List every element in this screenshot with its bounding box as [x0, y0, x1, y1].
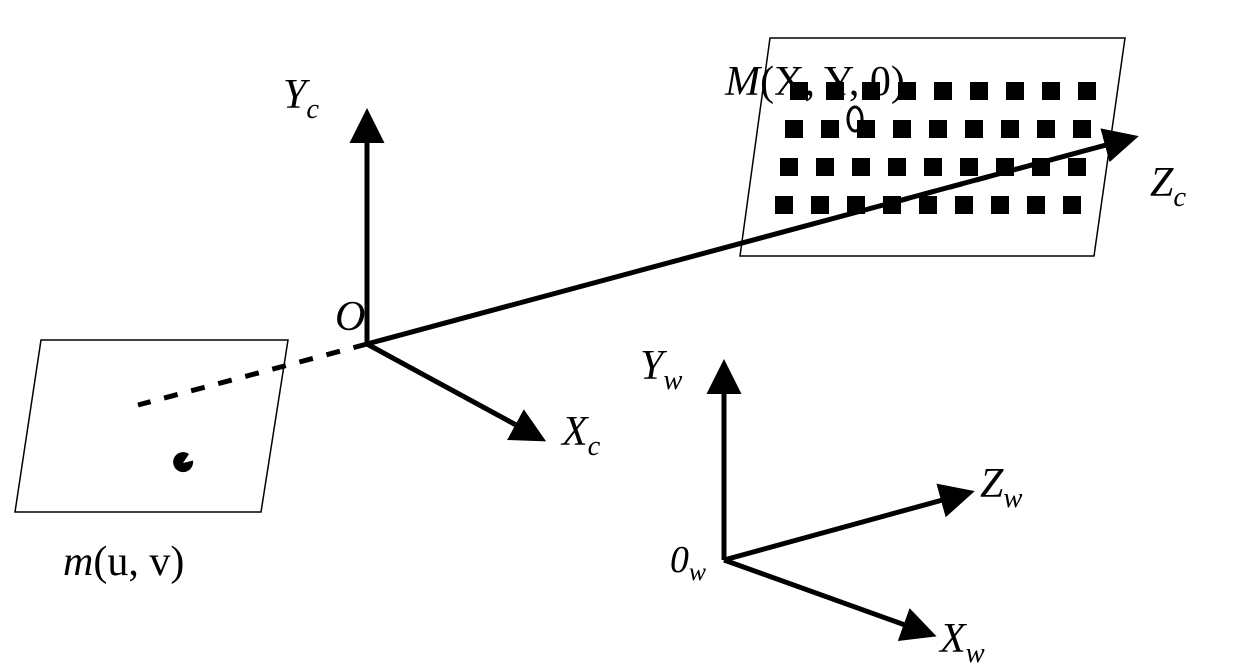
label-O: O: [335, 294, 365, 340]
world-point-mark: [848, 107, 862, 131]
label-m: m(u, v): [63, 539, 184, 585]
grid-square: [955, 196, 973, 214]
grid-square: [785, 120, 803, 138]
grid-square: [821, 120, 839, 138]
projection-dash-image: [138, 344, 367, 405]
grid-square: [1037, 120, 1055, 138]
grid-square: [924, 158, 942, 176]
grid-square: [965, 120, 983, 138]
label-Yw: Yw: [640, 343, 682, 396]
image-point-mark: [173, 452, 193, 472]
axis-Zc: [367, 138, 1132, 344]
axis-Xc: [367, 344, 540, 438]
grid-square: [1001, 120, 1019, 138]
axis-Xw: [724, 560, 930, 634]
image-plane: [15, 340, 288, 512]
grid-square: [991, 196, 1009, 214]
grid-square: [893, 120, 911, 138]
grid-square: [1073, 120, 1091, 138]
diagram-canvas: O Yc Xc Zc 0w Yw Xw Zw m(u, v) M(X, Y, 0…: [0, 0, 1240, 666]
grid-square: [1032, 158, 1050, 176]
label-Zc: Zc: [1150, 160, 1186, 213]
label-Zw: Zw: [980, 461, 1022, 514]
grid-square: [919, 196, 937, 214]
grid-square: [816, 158, 834, 176]
grid-square: [1068, 158, 1086, 176]
grid-square: [1078, 82, 1096, 100]
grid-square: [847, 196, 865, 214]
grid-square: [1027, 196, 1045, 214]
grid-square: [929, 120, 947, 138]
label-Ow: 0w: [670, 539, 706, 586]
grid-square: [883, 196, 901, 214]
grid-square: [780, 158, 798, 176]
label-Yc: Yc: [283, 72, 319, 125]
label-M: M(X, Y, 0): [724, 59, 905, 105]
grid-square: [1006, 82, 1024, 100]
grid-square: [852, 158, 870, 176]
grid-square: [960, 158, 978, 176]
axis-Zw: [724, 493, 968, 560]
grid-square: [775, 196, 793, 214]
grid-square: [811, 196, 829, 214]
label-Xc: Xc: [560, 409, 601, 462]
grid-square: [996, 158, 1014, 176]
label-Xw: Xw: [938, 616, 985, 666]
grid-square: [888, 158, 906, 176]
grid-square: [1063, 196, 1081, 214]
grid-square: [970, 82, 988, 100]
grid-square: [934, 82, 952, 100]
grid-square: [1042, 82, 1060, 100]
